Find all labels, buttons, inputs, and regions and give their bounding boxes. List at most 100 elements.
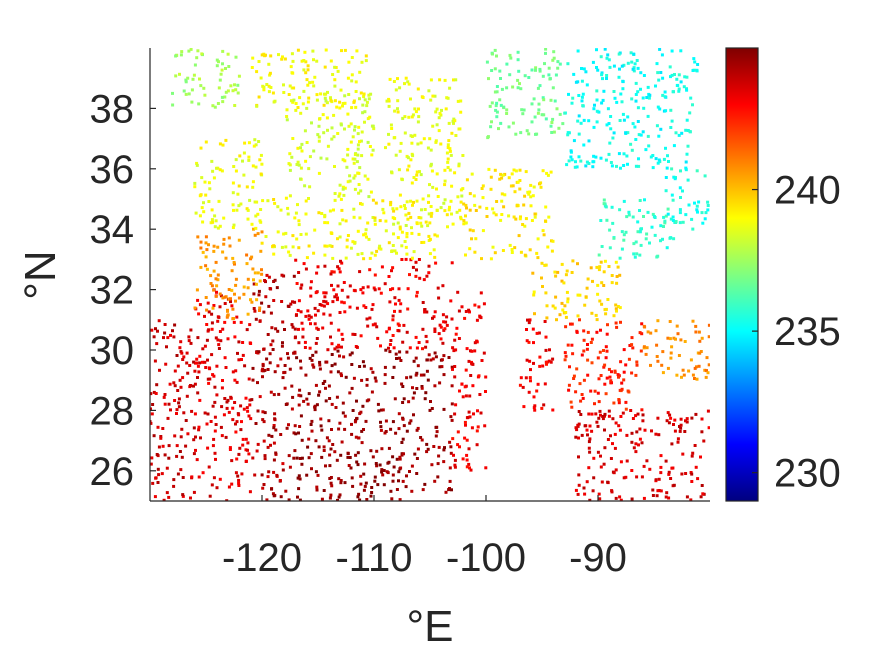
data-point [346, 153, 350, 157]
data-point [540, 261, 544, 265]
data-point [415, 221, 419, 225]
data-point [429, 205, 433, 208]
data-point [266, 475, 270, 479]
data-point [414, 274, 418, 278]
data-point [360, 441, 364, 445]
data-point [578, 382, 582, 386]
data-point [196, 49, 200, 53]
data-point [395, 251, 398, 255]
data-point [467, 410, 471, 414]
data-point [615, 281, 619, 285]
data-point [226, 89, 230, 93]
data-point [436, 475, 440, 479]
data-point [690, 480, 694, 483]
data-point [455, 326, 459, 330]
data-point [500, 199, 504, 203]
data-point [296, 495, 299, 499]
data-point [180, 427, 184, 431]
data-point [446, 143, 450, 147]
data-point [189, 496, 192, 500]
data-point [258, 319, 262, 323]
data-point [210, 218, 214, 222]
data-point [393, 309, 396, 313]
data-point [307, 314, 311, 318]
data-point [478, 393, 482, 396]
data-point [652, 215, 656, 218]
data-point [586, 343, 589, 346]
data-point [448, 440, 452, 444]
data-point [618, 208, 622, 212]
data-point [274, 428, 278, 432]
data-point [546, 360, 549, 364]
data-point [406, 168, 410, 172]
data-point [576, 492, 580, 496]
data-point [353, 174, 357, 178]
data-point [231, 226, 235, 229]
data-point [392, 465, 396, 469]
data-point [403, 240, 407, 243]
data-point [307, 167, 311, 171]
data-point [290, 52, 294, 56]
data-point [704, 375, 708, 379]
data-point [257, 95, 261, 99]
data-point [275, 473, 279, 477]
data-point [389, 489, 393, 493]
data-point [587, 466, 591, 470]
data-point [347, 124, 351, 128]
colorbar-tick-label: 240 [774, 169, 841, 213]
data-point [626, 131, 630, 135]
data-point [461, 395, 465, 399]
data-point [316, 309, 320, 313]
data-point [634, 414, 638, 418]
data-point [260, 53, 264, 57]
data-point [431, 94, 435, 98]
data-point [630, 97, 634, 101]
data-point [585, 83, 589, 87]
data-point [280, 273, 284, 277]
data-point [330, 364, 334, 368]
data-point [339, 372, 343, 376]
data-point [567, 388, 571, 392]
data-point [337, 328, 341, 332]
data-point [315, 485, 319, 489]
data-point [234, 158, 238, 162]
data-point [446, 160, 450, 164]
data-point [397, 427, 401, 431]
data-point [427, 264, 431, 268]
data-point [429, 98, 433, 102]
data-point [655, 62, 659, 66]
data-point [353, 289, 357, 293]
data-point [279, 495, 283, 499]
data-point [312, 365, 316, 369]
data-point [437, 454, 441, 458]
data-point [203, 411, 207, 415]
data-point [157, 319, 161, 323]
data-point [261, 364, 265, 368]
data-point [241, 353, 245, 357]
data-point [327, 419, 331, 423]
data-point [313, 408, 317, 412]
data-point [353, 157, 357, 161]
data-point [307, 96, 311, 100]
data-point [298, 425, 302, 428]
data-point [198, 354, 202, 358]
data-point [514, 169, 518, 173]
data-point [404, 245, 408, 249]
data-point [325, 101, 329, 105]
data-point [394, 88, 398, 92]
data-point [418, 276, 422, 280]
data-point [570, 322, 574, 326]
data-point [231, 418, 235, 422]
data-point [292, 98, 296, 102]
data-point [605, 218, 609, 222]
data-point [324, 48, 328, 52]
data-point [531, 271, 535, 275]
data-point [298, 96, 302, 100]
data-point [555, 318, 558, 322]
data-point [420, 385, 424, 388]
data-point [391, 244, 395, 247]
data-point [656, 254, 660, 258]
data-point [438, 111, 442, 115]
data-point [353, 241, 357, 245]
data-point [357, 183, 361, 186]
